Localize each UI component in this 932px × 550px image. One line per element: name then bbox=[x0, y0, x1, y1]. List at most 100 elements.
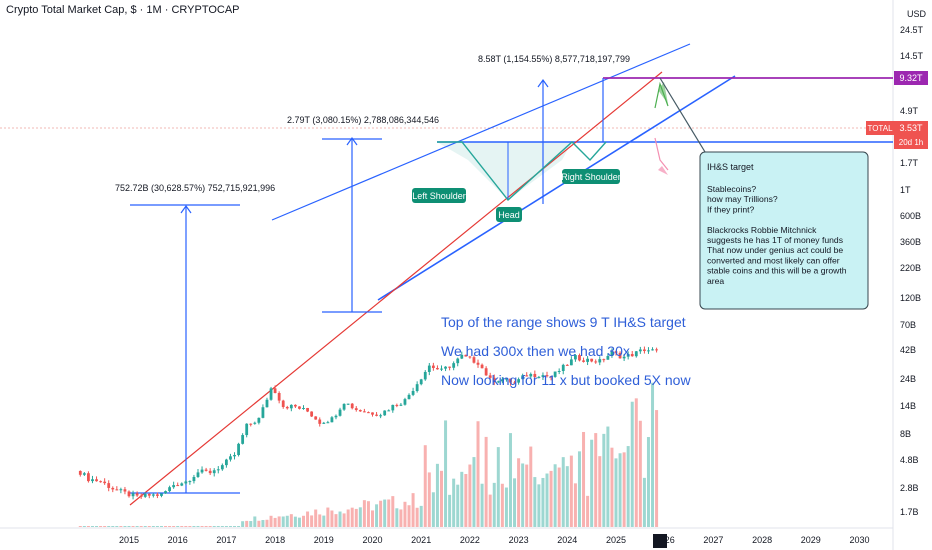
candle bbox=[427, 365, 431, 372]
y-tick-label: 120B bbox=[900, 293, 921, 303]
candle bbox=[586, 358, 589, 362]
candle bbox=[107, 483, 111, 488]
x-tick-label: 2016 bbox=[168, 535, 188, 545]
volume-bar bbox=[82, 526, 86, 527]
volume-bar bbox=[504, 487, 508, 527]
candle bbox=[505, 378, 508, 380]
candle bbox=[342, 403, 346, 410]
volume-bar bbox=[241, 521, 245, 527]
y-tick-label: 14B bbox=[900, 401, 916, 411]
volume-bar bbox=[598, 456, 602, 527]
volume-bar bbox=[115, 526, 119, 527]
countdown: 20d 1h bbox=[899, 138, 923, 147]
note-2: We had 300x then we had 30x bbox=[441, 343, 630, 359]
volume-bar bbox=[306, 511, 310, 527]
volume-bar bbox=[634, 398, 638, 527]
x-tick-label: 2015 bbox=[119, 535, 139, 545]
candle bbox=[196, 472, 200, 477]
ihs-zone bbox=[437, 142, 572, 200]
candle bbox=[261, 407, 265, 418]
candle bbox=[293, 404, 297, 407]
volume-bar bbox=[496, 447, 500, 527]
candle bbox=[638, 349, 642, 352]
volume-bar bbox=[310, 515, 314, 527]
volume-bar bbox=[155, 526, 159, 527]
candle bbox=[561, 364, 565, 371]
x-tick-label: 2020 bbox=[362, 535, 382, 545]
volume-bar bbox=[269, 515, 273, 527]
candle bbox=[281, 400, 285, 407]
candle bbox=[529, 373, 533, 377]
candle bbox=[95, 479, 98, 482]
volume-bar bbox=[159, 526, 163, 527]
x-tick-label: 2017 bbox=[216, 535, 236, 545]
chart-header: Crypto Total Market Cap, $ · 1M · CRYPTO… bbox=[6, 4, 240, 16]
candle bbox=[314, 416, 318, 420]
candle bbox=[521, 375, 525, 380]
volume-bar bbox=[99, 526, 103, 527]
candle bbox=[509, 378, 512, 383]
callout-line: If they print? bbox=[707, 204, 755, 214]
volume-bar bbox=[573, 483, 577, 527]
volume-bar bbox=[456, 484, 460, 527]
target-badge-bg bbox=[894, 71, 928, 85]
range-label-1: 752.72B (30,628.57%) 752,715,921,996 bbox=[115, 183, 275, 193]
volume-bar bbox=[561, 457, 565, 527]
volume-bar bbox=[403, 501, 407, 527]
candle bbox=[436, 368, 439, 370]
volume-bar bbox=[293, 516, 297, 527]
volume-bar bbox=[350, 507, 354, 527]
y-tick-label: 4.9T bbox=[900, 106, 919, 116]
candle bbox=[367, 412, 370, 414]
volume-bar bbox=[265, 519, 269, 527]
candle bbox=[225, 459, 228, 466]
range-arrow-1-head bbox=[180, 204, 192, 214]
volume-bar bbox=[606, 426, 610, 527]
volume-bar bbox=[322, 515, 326, 527]
candle bbox=[500, 379, 504, 382]
candle bbox=[622, 356, 626, 359]
volume-bar bbox=[610, 447, 614, 527]
channel-upper bbox=[271, 43, 691, 221]
note-3: Now looking for 11 x but booked 5X now bbox=[441, 372, 691, 388]
volume-bar bbox=[582, 431, 586, 527]
y-tick-label: 220B bbox=[900, 263, 921, 273]
candle bbox=[630, 354, 634, 357]
x-tick-label: 2029 bbox=[801, 535, 821, 545]
candle bbox=[216, 469, 220, 471]
volume-bar bbox=[642, 477, 646, 527]
candle bbox=[358, 410, 362, 412]
volume-bar bbox=[131, 526, 135, 527]
candle bbox=[407, 394, 411, 400]
volume-bar bbox=[188, 526, 192, 527]
candle bbox=[135, 493, 139, 496]
candle bbox=[285, 406, 289, 409]
volume-bar bbox=[557, 467, 561, 527]
candle bbox=[574, 355, 577, 360]
candle bbox=[395, 404, 399, 406]
candle bbox=[298, 406, 301, 409]
y-tick-label: 1T bbox=[900, 185, 911, 195]
x-tick-label: 2021 bbox=[411, 535, 431, 545]
bear-arrow-fill bbox=[658, 166, 668, 175]
volume-bar bbox=[407, 505, 411, 527]
volume-bar bbox=[383, 499, 387, 527]
volume-bar bbox=[192, 526, 196, 527]
callout-line: converted and most likely can offer bbox=[707, 255, 840, 265]
volume-bar bbox=[127, 526, 131, 527]
volume-bar bbox=[164, 526, 168, 527]
candle bbox=[289, 404, 293, 409]
x-tick-label: 2025 bbox=[606, 535, 626, 545]
volume-bar bbox=[549, 470, 553, 527]
y-tick-label: 600B bbox=[900, 211, 921, 221]
candle bbox=[444, 366, 447, 369]
candle bbox=[411, 391, 415, 395]
volume-bar bbox=[529, 446, 533, 527]
volume-bar bbox=[143, 526, 147, 527]
candle bbox=[151, 494, 155, 496]
volume-bar bbox=[228, 526, 232, 527]
volume-bar bbox=[90, 526, 94, 527]
head-label-bg bbox=[496, 207, 522, 222]
volume-bar bbox=[249, 521, 253, 527]
